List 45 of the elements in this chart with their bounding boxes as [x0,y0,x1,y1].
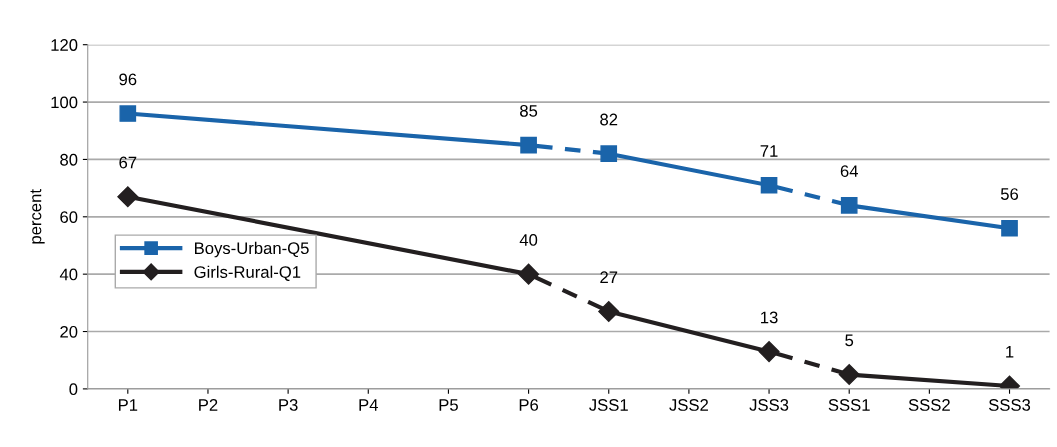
y-tick-label: 40 [59,268,78,281]
y-tick-label: 0 [69,383,78,396]
x-tick-label: SSS3 [988,399,1031,411]
x-tick-label: JSS3 [749,399,789,411]
point [520,136,537,154]
x-tick-label: JSS1 [589,399,628,411]
data-label: 67 [119,156,137,169]
x-tick-label: P1 [118,399,138,411]
x-tick-label: SSS1 [828,399,870,411]
point [600,145,618,163]
x-tick-label: P6 [519,399,539,411]
point [838,364,860,386]
y-tick-label: 60 [60,211,78,223]
point [117,186,139,208]
y-axis-title: percent [30,189,45,244]
x-tick-label: P4 [359,399,378,411]
legend-label: Girls-Rural-Q1 [194,265,301,281]
data-label: 1 [1006,346,1014,358]
point [840,196,858,214]
y-tick-label: 80 [60,153,78,166]
point [1001,219,1018,237]
legend-label: Boys-Urban-Q5 [195,241,309,258]
x-tick-label: P5 [439,399,458,411]
data-label: 85 [520,104,538,117]
data-label: 27 [600,271,618,283]
point [758,341,780,363]
data-label: 13 [761,311,778,324]
x-tick-label: P2 [199,399,218,411]
y-tick-label: 20 [60,325,78,338]
x-tick-label: P3 [279,399,298,411]
y-tick-label: 120 [51,39,78,51]
data-label: 40 [519,234,538,246]
y-tick-label: 100 [51,96,78,109]
point [518,263,540,285]
point [760,176,778,194]
x-tick-label: JSS2 [669,399,708,411]
data-label: 71 [760,145,778,157]
data-label: 5 [845,334,854,347]
x-tick-label: SSS2 [908,399,950,411]
data-label: 64 [840,165,858,178]
data-label: 56 [1000,188,1019,200]
point [119,105,137,122]
point [598,300,620,322]
data-label: 96 [119,73,137,86]
data-label: 82 [600,113,618,126]
